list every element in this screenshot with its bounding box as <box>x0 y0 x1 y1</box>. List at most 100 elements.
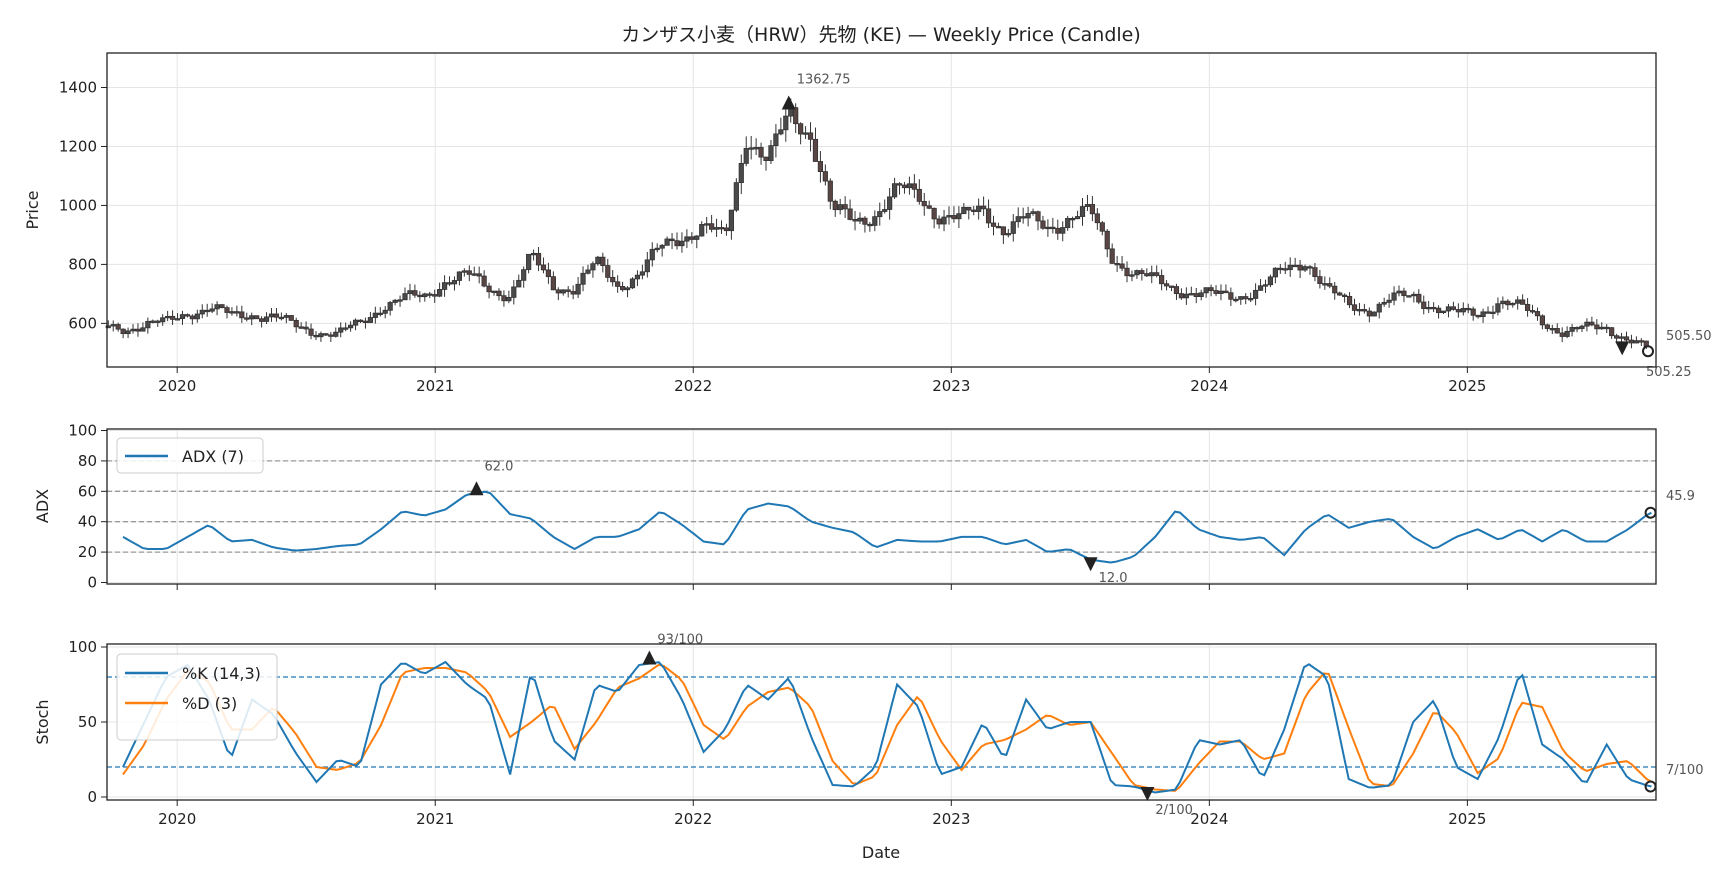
x-tick-label: 2024 <box>1190 810 1228 828</box>
candle-body <box>387 302 393 311</box>
candle-body <box>901 184 908 189</box>
stoch-d-line <box>122 663 1652 792</box>
x-tick-label: 2020 <box>158 377 196 395</box>
candle-body <box>486 285 492 293</box>
candle-body <box>278 316 284 320</box>
candle-body <box>1569 327 1575 332</box>
candle-body <box>1332 285 1338 294</box>
candle-body <box>1277 267 1283 271</box>
candle-body <box>565 289 571 292</box>
candle-body <box>446 282 453 285</box>
candle-body <box>1520 299 1526 305</box>
candle-body <box>1351 304 1358 311</box>
candle-body <box>1168 285 1175 288</box>
candle-body <box>214 304 220 310</box>
candle-body <box>1312 267 1318 278</box>
candle-body <box>1193 293 1199 298</box>
adx-legend: ADX (7) <box>116 437 264 474</box>
candle-body <box>1574 327 1580 330</box>
candle-body <box>1208 287 1214 291</box>
candle-body <box>966 206 972 211</box>
candle-body <box>1055 227 1061 234</box>
candle-body <box>1628 339 1635 344</box>
candle-body <box>1435 307 1442 314</box>
candle-body <box>713 227 720 230</box>
candle-body <box>1510 302 1516 306</box>
candle-body <box>862 217 868 225</box>
candle-body <box>1554 328 1560 334</box>
candle-body <box>254 315 260 320</box>
candle-body <box>798 123 804 135</box>
candle-body <box>1386 299 1392 303</box>
candle-body <box>1455 309 1461 313</box>
candle-body <box>1465 307 1471 311</box>
candle-body <box>298 326 304 329</box>
candle-body <box>1559 332 1565 337</box>
candle-body <box>659 244 665 249</box>
candle-body <box>971 209 977 212</box>
candle-body <box>496 290 502 297</box>
candle-body <box>654 247 660 251</box>
candle-body <box>793 107 799 125</box>
last-price-marker <box>1642 345 1655 358</box>
adx-line <box>122 490 1652 564</box>
max-price-label: 1362.75 <box>797 72 851 87</box>
candle-body <box>165 315 171 319</box>
candle-body <box>1287 264 1293 271</box>
candle-body <box>357 319 364 323</box>
candle-body <box>802 132 809 135</box>
candle-body <box>511 286 517 298</box>
candle-body <box>1406 295 1412 298</box>
candle-body <box>535 252 542 266</box>
candle-body <box>1470 308 1476 316</box>
candle-body <box>1089 204 1096 215</box>
candle-body <box>817 161 824 173</box>
candle-body <box>530 252 537 256</box>
candle-body <box>605 265 611 278</box>
candle-body <box>293 319 299 328</box>
candle-body <box>1243 296 1249 300</box>
x-tick-label: 2023 <box>932 377 970 395</box>
candle-body <box>985 208 992 224</box>
candle-body <box>367 317 373 323</box>
candle-body <box>1346 295 1353 306</box>
candle-body <box>1500 300 1506 305</box>
candle-body <box>1421 301 1427 309</box>
y-tick-label: 20 <box>78 543 97 561</box>
stoch-min-label: 2/100 <box>1155 803 1192 818</box>
candle-body <box>1010 221 1016 234</box>
max-marker <box>781 95 796 110</box>
candle-body <box>283 315 289 318</box>
candle-body <box>694 235 700 240</box>
candle-body <box>348 324 354 329</box>
candle-body <box>1060 227 1066 234</box>
candle-body <box>1173 286 1180 295</box>
candle-body <box>184 314 191 317</box>
candle-body <box>1431 306 1437 310</box>
candle-body <box>135 328 141 332</box>
candle-body <box>778 129 784 135</box>
candle-body <box>1505 300 1511 306</box>
candle-body <box>773 133 779 147</box>
candle-body <box>461 270 467 273</box>
candle-body <box>1272 267 1278 278</box>
candle-body <box>956 213 962 220</box>
candle-body <box>976 205 982 212</box>
candle-body <box>926 205 932 209</box>
candle-body <box>1124 267 1130 277</box>
candle-body <box>1411 293 1417 297</box>
candle-body <box>1297 264 1303 271</box>
candle-body <box>1074 216 1081 220</box>
candle-body <box>263 316 270 322</box>
candle-body <box>110 324 116 327</box>
candle-body <box>1129 274 1135 277</box>
candle-body <box>1633 340 1639 344</box>
candle-body <box>1203 287 1209 294</box>
candle-body <box>1178 293 1185 299</box>
candle-body <box>1416 293 1422 303</box>
candle-body <box>1005 233 1011 236</box>
stoch-ylabel: Stoch <box>33 699 52 744</box>
candle-body <box>585 269 591 274</box>
candle-body <box>229 311 235 314</box>
